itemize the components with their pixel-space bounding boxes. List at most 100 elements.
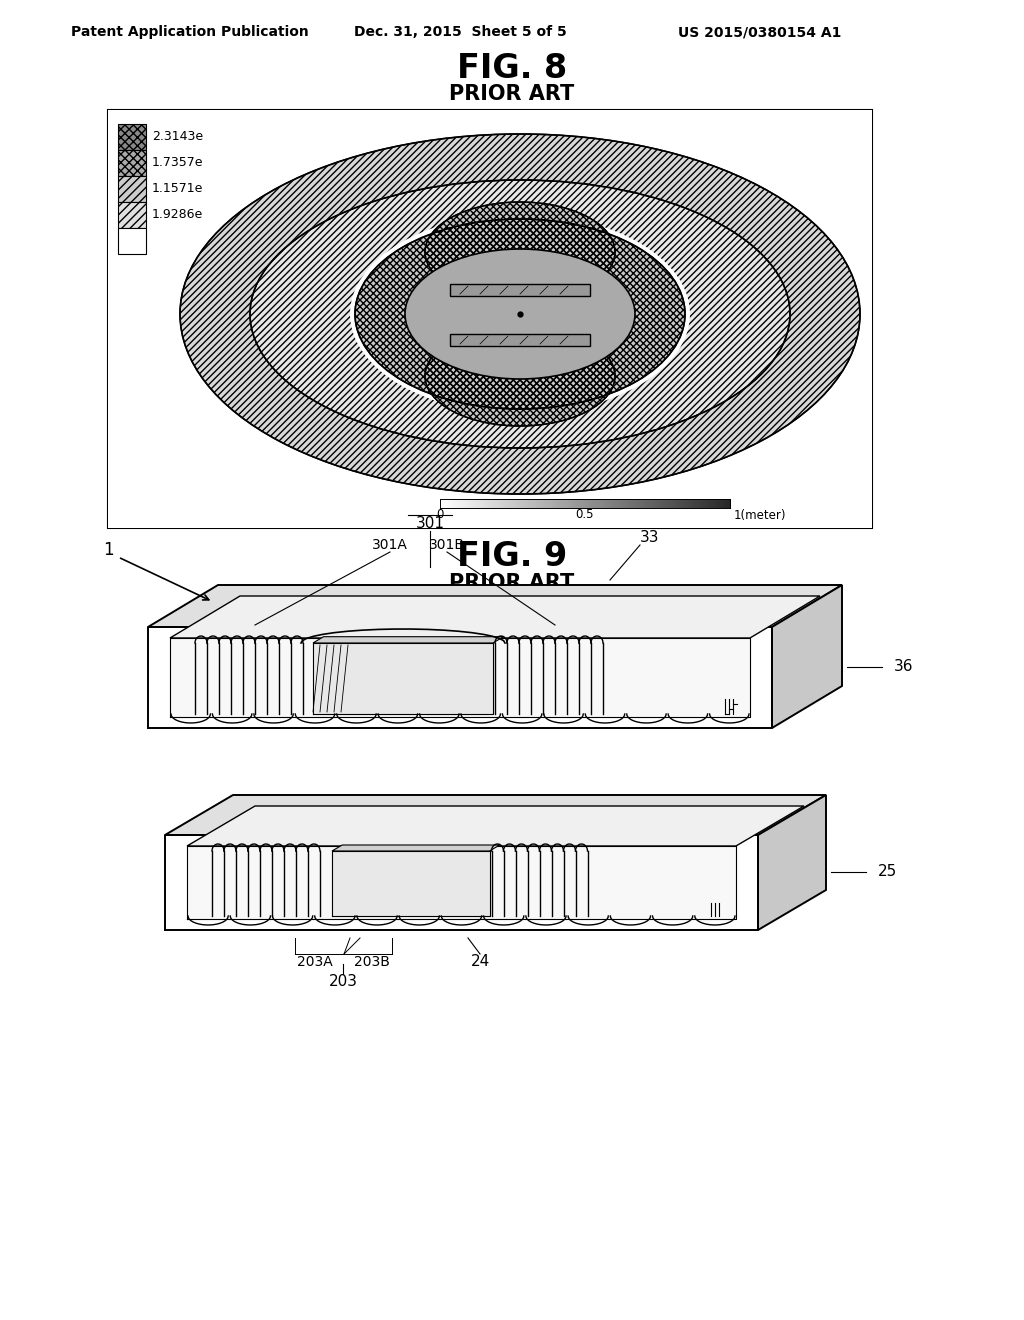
Bar [118, 202, 146, 228]
Bar [594, 499, 596, 508]
Bar [710, 499, 712, 508]
Text: 2.3143e: 2.3143e [152, 131, 203, 144]
Bar [656, 499, 658, 508]
Bar [463, 499, 465, 508]
Bar [702, 499, 705, 508]
Polygon shape [165, 836, 758, 931]
Text: PRIOR ART: PRIOR ART [450, 84, 574, 104]
Text: 203: 203 [329, 974, 357, 990]
Bar [582, 499, 584, 508]
Bar [726, 499, 728, 508]
FancyBboxPatch shape [450, 334, 590, 346]
Bar [528, 499, 530, 508]
Bar [443, 499, 444, 508]
Bar [578, 499, 580, 508]
Bar [602, 499, 604, 508]
Bar [573, 499, 575, 508]
Bar [459, 499, 461, 508]
Bar [564, 499, 566, 508]
Bar [453, 499, 455, 508]
Text: 24: 24 [470, 954, 489, 969]
Text: Dec. 31, 2015  Sheet 5 of 5: Dec. 31, 2015 Sheet 5 of 5 [353, 25, 566, 40]
Polygon shape [148, 627, 772, 729]
Text: 203A: 203A [297, 954, 333, 969]
Bar [473, 499, 475, 508]
Bar [665, 499, 667, 508]
Bar [469, 499, 471, 508]
Bar [563, 499, 565, 508]
Ellipse shape [355, 219, 685, 409]
Bar [591, 499, 593, 508]
Bar [556, 499, 558, 508]
Bar [440, 499, 442, 508]
Bar [479, 499, 481, 508]
Bar [654, 499, 656, 508]
Bar [522, 499, 524, 508]
Bar [512, 499, 514, 508]
Bar [447, 499, 450, 508]
Bar [529, 499, 531, 508]
Bar [493, 499, 495, 508]
Polygon shape [170, 638, 750, 717]
Bar [445, 499, 447, 508]
Bar [574, 499, 577, 508]
Bar [532, 499, 535, 508]
Bar [472, 499, 474, 508]
Bar [597, 499, 599, 508]
Bar [709, 499, 711, 508]
Polygon shape [313, 636, 504, 643]
Bar [679, 499, 681, 508]
Bar [118, 228, 146, 253]
Bar [633, 499, 635, 508]
Bar [604, 499, 606, 508]
Bar [452, 499, 454, 508]
Bar [646, 499, 648, 508]
Text: 25: 25 [878, 865, 897, 879]
Bar [605, 499, 607, 508]
Text: PRIOR ART: PRIOR ART [450, 573, 574, 593]
Bar [495, 499, 497, 508]
Text: Patent Application Publication: Patent Application Publication [71, 25, 309, 40]
Bar [462, 499, 464, 508]
Text: 301A: 301A [372, 539, 408, 552]
Bar [599, 499, 601, 508]
Bar [441, 499, 443, 508]
Bar [478, 499, 479, 508]
Bar [531, 499, 534, 508]
Polygon shape [170, 597, 820, 638]
Bar [616, 499, 618, 508]
Bar [456, 499, 458, 508]
Bar [650, 499, 652, 508]
Bar [572, 499, 573, 508]
Bar [500, 499, 502, 508]
Bar [713, 499, 715, 508]
Polygon shape [758, 795, 826, 931]
Bar [598, 499, 600, 508]
Text: 1.7357e: 1.7357e [152, 157, 204, 169]
Bar [581, 499, 583, 508]
Bar [682, 499, 684, 508]
Bar [520, 499, 521, 508]
Bar [662, 499, 664, 508]
Bar [659, 499, 660, 508]
Text: 301: 301 [416, 516, 444, 531]
Bar [632, 499, 634, 508]
Ellipse shape [350, 214, 690, 414]
Text: 203B: 203B [354, 954, 390, 969]
Text: 1.9286e: 1.9286e [152, 209, 203, 222]
Bar [547, 499, 549, 508]
Bar [634, 499, 636, 508]
Bar [629, 499, 631, 508]
Bar [672, 499, 674, 508]
Bar [671, 499, 673, 508]
Bar [455, 499, 457, 508]
Bar [518, 499, 520, 508]
Ellipse shape [425, 202, 615, 302]
Bar [612, 499, 614, 508]
Polygon shape [332, 851, 489, 916]
Bar [118, 150, 146, 176]
Bar [696, 499, 698, 508]
Bar [614, 499, 616, 508]
Bar [620, 499, 622, 508]
Bar [588, 499, 590, 508]
